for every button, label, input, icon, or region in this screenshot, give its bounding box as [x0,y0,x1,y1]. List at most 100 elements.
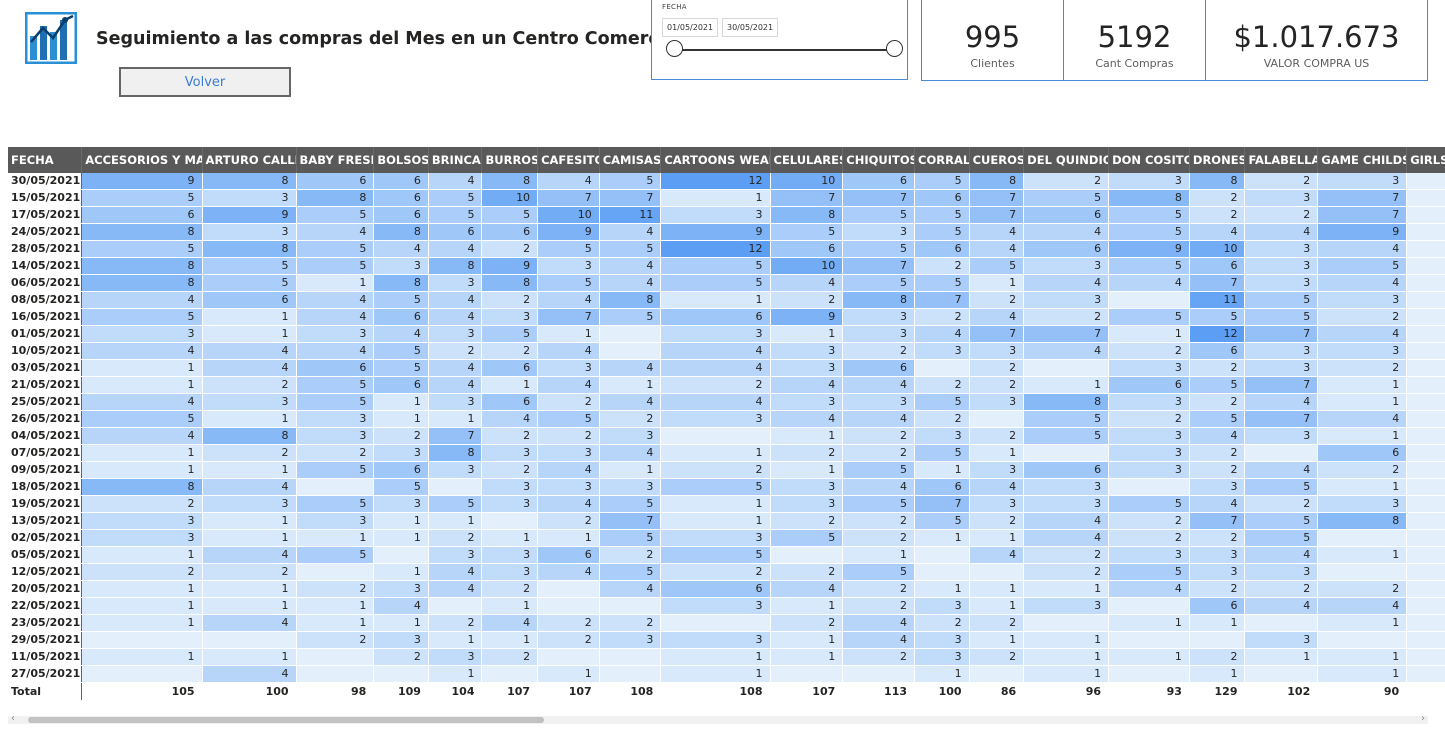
column-header[interactable]: ACCESORIOS Y MAS [81,147,203,173]
table-cell: 1 [373,393,429,411]
column-header[interactable]: BOLSOS [373,147,429,173]
table-cell: 4 [1023,512,1110,530]
slider-start-handle[interactable] [666,40,683,57]
row-date: 11/05/2021 [8,648,83,666]
table-cell: 4 [1023,274,1110,292]
table-cell: 1 [660,189,771,207]
table-cell: 1 [296,529,375,547]
table-cell: 8 [428,257,483,275]
table-cell: 8 [428,444,483,462]
table-cell: 7 [969,206,1025,224]
table-cell: 2 [481,648,539,666]
table-cell: 2 [969,512,1025,530]
row-date: 13/05/2021 [8,512,83,530]
table-cell: 5 [914,223,970,241]
table-cell [1317,563,1408,581]
column-header[interactable]: CAMISAS [599,147,662,173]
table-cell: 2 [1244,173,1319,190]
table-cell: 3 [537,444,600,462]
table-cell: 2 [537,393,600,411]
table-cell: 3 [660,529,771,547]
table-cell: 4 [842,478,916,496]
table-cell: 7 [969,189,1025,207]
end-date-input[interactable]: 30/05/2021 [722,18,779,37]
column-header[interactable]: CELULARES [770,147,844,173]
table-cell: 5 [373,342,429,360]
column-header[interactable]: CUEROS [969,147,1025,173]
column-header[interactable]: CAFESITO [537,147,600,173]
table-cell: 3 [1317,173,1408,190]
table-row: 25/05/2021 4 3 5 1 3 6 2 4 4 3 3 5 3 8 3 2 4 1 [8,393,1445,411]
back-button[interactable]: Volver [119,67,291,97]
table-cell: 6 [1023,240,1110,258]
column-header[interactable]: DRONES [1189,147,1246,173]
table-cell [1244,665,1319,683]
scrollbar-thumb[interactable] [28,717,544,723]
column-header[interactable]: FECHA [8,147,83,173]
table-cell: 3 [770,359,844,377]
table-cell: 8 [969,173,1025,190]
table-cell: 6 [1189,342,1246,360]
row-date: 05/05/2021 [8,546,83,564]
column-header[interactable]: FALABELLA [1244,147,1319,173]
table-cell: 5 [599,529,662,547]
table-cell: 3 [969,342,1025,360]
table-cell: 2 [842,529,916,547]
column-header[interactable]: GIRLS L [1406,147,1445,173]
table-cell: 2 [537,631,600,649]
table-cell: 3 [914,597,970,615]
column-header[interactable]: CHIQUITOS [842,147,916,173]
table-cell: 8 [1189,173,1246,190]
table-cell: 5 [914,274,970,292]
table-cell: 2 [1317,308,1408,326]
kpi-caption: Cant Compras [1095,57,1174,70]
table-cell: 2 [1108,410,1190,428]
table-cell: 2 [969,614,1025,632]
column-header[interactable]: DEL QUINDIO [1023,147,1110,173]
table-cell: 5 [296,206,375,224]
table-cell [660,427,771,445]
scroll-left-icon[interactable]: ‹ [11,713,15,724]
column-header[interactable]: BURROS [481,147,539,173]
table-cell: 1 [770,648,844,666]
table-row: 20/05/2021 1 1 2 3 4 2 4 6 4 2 1 1 1 4 2 2 2 [8,580,1445,598]
column-header[interactable]: BRINCA [428,147,483,173]
row-date: 25/05/2021 [8,393,83,411]
table-cell: 3 [969,393,1025,411]
table-cell: 3 [428,393,483,411]
table-row: 12/05/2021 2 2 1 4 3 4 5 2 2 5 2 5 3 3 [8,563,1445,581]
table-cell: 5 [1108,223,1190,241]
table-cell [373,546,429,564]
table-cell [1406,529,1445,547]
horizontal-scrollbar[interactable]: ‹ › [8,713,1428,724]
table-cell: 6 [202,291,297,309]
table-cell: 7 [842,189,916,207]
kpi-caption: Clientes [970,57,1015,70]
column-header[interactable]: ARTURO CALLE [202,147,297,173]
row-date: 07/05/2021 [8,444,83,462]
table-cell: 2 [428,614,483,632]
table-cell: 5 [373,478,429,496]
table-cell: 4 [428,580,483,598]
table-cell: 6 [842,173,916,190]
table-cell: 7 [842,257,916,275]
column-header[interactable]: BABY FRESH [296,147,375,173]
column-header[interactable]: GAME CHILDS [1317,147,1408,173]
column-header[interactable]: DON COSITO [1108,147,1190,173]
table-cell: 12 [660,240,771,258]
table-cell: 7 [537,189,600,207]
table-cell: 4 [599,223,662,241]
table-cell [537,597,600,615]
slider-end-handle[interactable] [886,40,903,57]
scroll-right-icon[interactable]: › [1421,713,1425,724]
slider-track[interactable] [672,49,894,51]
column-header[interactable]: CORRAL [914,147,970,173]
table-cell: 3 [1189,546,1246,564]
start-date-input[interactable]: 01/05/2021 [662,18,719,37]
table-cell: 4 [842,376,916,394]
table-cell [1108,597,1190,615]
table-cell: 4 [537,173,600,190]
column-header[interactable]: CARTOONS WEAR [660,147,771,173]
table-cell: 5 [373,291,429,309]
table-cell: 5 [914,206,970,224]
